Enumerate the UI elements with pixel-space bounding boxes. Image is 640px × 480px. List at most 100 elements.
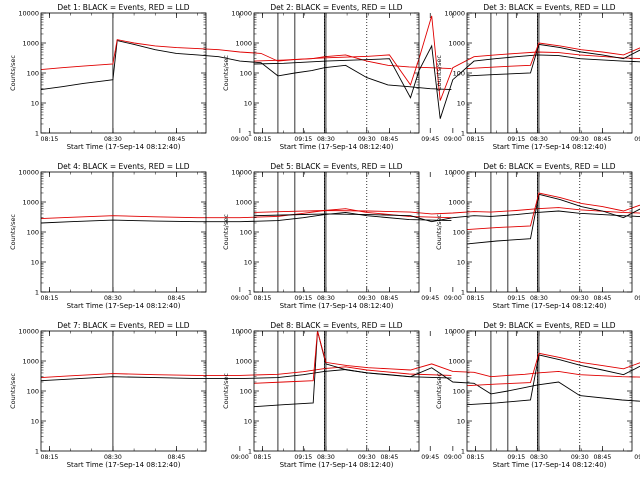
y-tick-label: 100 [240, 229, 252, 237]
x-axis-label: Start Time (17-Sep-14 08:12:40) [280, 461, 394, 469]
chart-title: Det 4: BLACK = Events, RED = LLD [57, 162, 189, 171]
x-tick-label: 08:30 [104, 136, 122, 143]
x-tick-label: 08:15 [41, 454, 59, 461]
x-tick-label: 09:45 [421, 295, 439, 302]
plot-frame [466, 330, 633, 452]
x-tick-label: 08:30 [530, 295, 548, 302]
x-tick-label: 08:30 [317, 136, 335, 143]
y-tick-label: 10000 [444, 10, 465, 18]
x-tick-label: 08:30 [530, 136, 548, 143]
panel-det-5: Det 5: BLACK = Events, RED = LLD 1 10 100 10… [222, 162, 640, 310]
y-tick-label: 1000 [235, 358, 252, 366]
x-tick-label: 08:15 [41, 295, 59, 302]
y-tick-label: 100 [27, 229, 39, 237]
y-tick-label: 100 [453, 388, 465, 396]
plot-frame [253, 330, 420, 452]
x-axis-label: Start Time (17-Sep-14 08:12:40) [493, 461, 607, 469]
x-tick-label: 09:15 [507, 136, 525, 143]
x-tick-label: 09:00 [231, 136, 249, 143]
y-tick-label: 1000 [22, 358, 39, 366]
series-line-lld [40, 208, 452, 220]
y-tick-label: 10000 [444, 169, 465, 177]
x-tick-label: 09:15 [294, 295, 312, 302]
chart-title: Det 2: BLACK = Events, RED = LLD [270, 3, 402, 12]
series-line-lld [40, 39, 452, 71]
y-tick-label: 10 [244, 100, 252, 108]
x-tick-label: 09:45 [634, 454, 640, 461]
series-line-events [40, 211, 452, 224]
x-tick-label: 08:15 [467, 136, 485, 143]
series-line-lld [253, 330, 640, 384]
y-tick-label: 10000 [18, 10, 39, 18]
y-tick-label: 1000 [235, 199, 252, 207]
chart-title: Det 5: BLACK = Events, RED = LLD [270, 162, 402, 171]
y-tick-label: 10 [31, 100, 39, 108]
x-tick-label: 09:15 [294, 454, 312, 461]
chart-title: Det 7: BLACK = Events, RED = LLD [57, 321, 189, 330]
x-tick-label: 09:45 [634, 295, 640, 302]
x-tick-label: 09:30 [358, 454, 376, 461]
x-tick-label: 08:45 [593, 454, 611, 461]
y-tick-label: 100 [240, 388, 252, 396]
series-line-events [466, 193, 640, 245]
y-tick-label: 1 [35, 448, 39, 456]
y-tick-label: 10 [31, 418, 39, 426]
y-tick-label: 1000 [235, 40, 252, 48]
y-tick-label: 10 [244, 418, 252, 426]
panel-det-7: Det 7: BLACK = Events, RED = LLD11010010… [9, 321, 452, 469]
x-tick-label: 08:45 [380, 454, 398, 461]
x-tick-label: 08:45 [593, 136, 611, 143]
chart-title: Det 8: BLACK = Events, RED = LLD [270, 321, 402, 330]
series-line-events [466, 43, 640, 77]
series-line-lld [466, 42, 640, 70]
y-tick-label: 10 [244, 259, 252, 267]
x-tick-label: 08:15 [467, 295, 485, 302]
series-line-lld [253, 207, 640, 215]
panel-det-4: Det 4: BLACK = Events, RED = LLD11010010… [9, 162, 452, 310]
y-tick-label: 10 [457, 418, 465, 426]
chart-title: Det 3: BLACK = Events, RED = LLD [483, 3, 615, 12]
series-line-lld [253, 15, 640, 101]
panel-det-9: Det 9: BLACK = Events, RED = LLD 1 10 100 10… [435, 321, 640, 469]
x-tick-label: 08:30 [104, 295, 122, 302]
y-tick-label: 10 [31, 259, 39, 267]
x-tick-label: 08:45 [380, 295, 398, 302]
panel-det-3: Det 3: BLACK = Events, RED = LLD 1 10 100 10… [435, 3, 640, 151]
x-tick-label: 09:45 [421, 136, 439, 143]
x-axis-label: Start Time (17-Sep-14 08:12:40) [67, 143, 181, 151]
y-tick-label: 1 [248, 130, 252, 138]
plot-frame [253, 12, 420, 134]
plot-frame [466, 171, 633, 293]
x-tick-label: 09:30 [358, 136, 376, 143]
series-line-lld [40, 366, 452, 379]
y-tick-label: 100 [240, 70, 252, 78]
y-tick-label: 1000 [448, 199, 465, 207]
x-tick-label: 09:00 [444, 454, 462, 461]
series-line-events [253, 210, 640, 223]
plot-frame [40, 330, 207, 452]
x-tick-label: 09:00 [231, 454, 249, 461]
x-axis-label: Start Time (17-Sep-14 08:12:40) [493, 143, 607, 151]
plot-frame [466, 12, 633, 134]
x-axis-label: Start Time (17-Sep-14 08:12:40) [67, 302, 181, 310]
y-tick-label: 10 [457, 100, 465, 108]
x-tick-label: 08:30 [530, 454, 548, 461]
panel-det-2: Det 2: BLACK = Events, RED = LLD 1 10 100 10… [222, 3, 640, 151]
x-axis-label: Start Time (17-Sep-14 08:12:40) [67, 461, 181, 469]
x-tick-label: 09:15 [294, 136, 312, 143]
x-tick-label: 08:15 [41, 136, 59, 143]
x-tick-label: 09:15 [507, 295, 525, 302]
y-tick-label: 10000 [231, 10, 252, 18]
x-tick-label: 09:30 [571, 295, 589, 302]
x-tick-label: 09:45 [421, 454, 439, 461]
y-tick-label: 1 [461, 289, 465, 297]
x-axis-label: Start Time (17-Sep-14 08:12:40) [280, 143, 394, 151]
y-tick-label: 1 [248, 448, 252, 456]
y-tick-label: 1000 [22, 40, 39, 48]
x-tick-label: 09:30 [571, 454, 589, 461]
plot-frame [40, 12, 207, 134]
chart-title: Det 9: BLACK = Events, RED = LLD [483, 321, 615, 330]
plot-frame [40, 171, 207, 293]
y-tick-label: 10 [457, 259, 465, 267]
